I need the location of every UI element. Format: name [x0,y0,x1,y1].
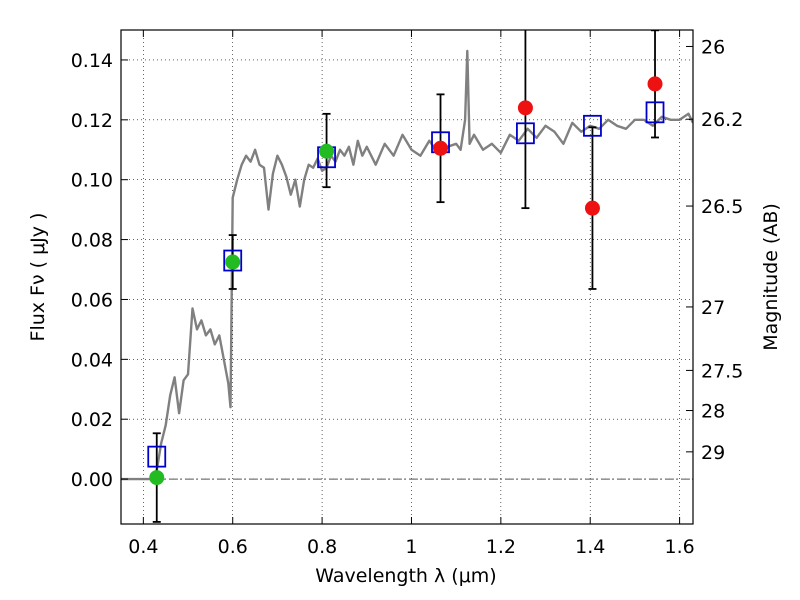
x-tick-label: 0.4 [128,536,158,558]
model-photometry-square [583,114,602,137]
model-photometry-square [147,445,167,468]
right-tick-label: 29 [701,442,725,464]
model-spectrum-layer [121,49,693,481]
model-photometry-square [645,101,665,124]
y-axis-ticks: 0.00 0.02 0.04 0.06 0.08 0.10 0.12 0.14 [71,50,128,491]
right-tick-label: 27.5 [701,360,743,382]
x-tick-label: 0.6 [218,536,248,558]
y-tick-label: 0.04 [71,349,113,371]
y-axis-title: Flux Fν ( μJy ) [27,213,49,342]
y-tick-label: 0.08 [71,230,113,252]
y-tick-label: 0.02 [71,409,113,431]
x-tick-label: 0.8 [307,536,337,558]
model-photometry-square [516,122,535,145]
grid-lines [121,30,693,524]
red-data-point [584,200,600,216]
red-data-point [433,140,449,156]
model-spectrum-line [121,49,693,481]
green-data-point [149,470,165,486]
model-photometry-layer [147,101,665,468]
plot-frame [120,29,694,525]
right-axis-title: Magnitude (AB) [760,203,782,351]
x-tick-label: 1.6 [664,536,694,558]
y-tick-label: 0.14 [71,50,113,72]
x-tick-label: 1 [405,536,417,558]
y-tick-label: 0.06 [71,289,113,311]
x-tick-label: 1.2 [486,536,516,558]
y-tick-label: 0.10 [71,170,113,192]
green-data-point [319,143,335,159]
red-data-point [647,76,663,92]
right-axis-ticks: 26 26.2 26.5 27 27.5 28 29 [686,36,743,464]
right-tick-label: 28 [701,401,725,423]
y-tick-label: 0.00 [71,469,113,491]
x-axis-title: Wavelength λ (μm) [315,565,496,587]
right-tick-label: 26.2 [701,109,743,131]
model-photometry-square [223,249,243,272]
x-tick-label: 1.4 [575,536,605,558]
red-data-point [517,100,533,116]
measurement-layer [149,76,663,486]
right-tick-label: 26 [701,36,725,58]
x-axis-ticks: 0.4 0.6 0.8 1 1.2 1.4 1.6 [128,30,695,558]
y-tick-label: 0.12 [71,110,113,132]
green-data-point [225,254,241,270]
right-tick-label: 27 [701,297,725,319]
right-tick-label: 26.5 [701,196,743,218]
